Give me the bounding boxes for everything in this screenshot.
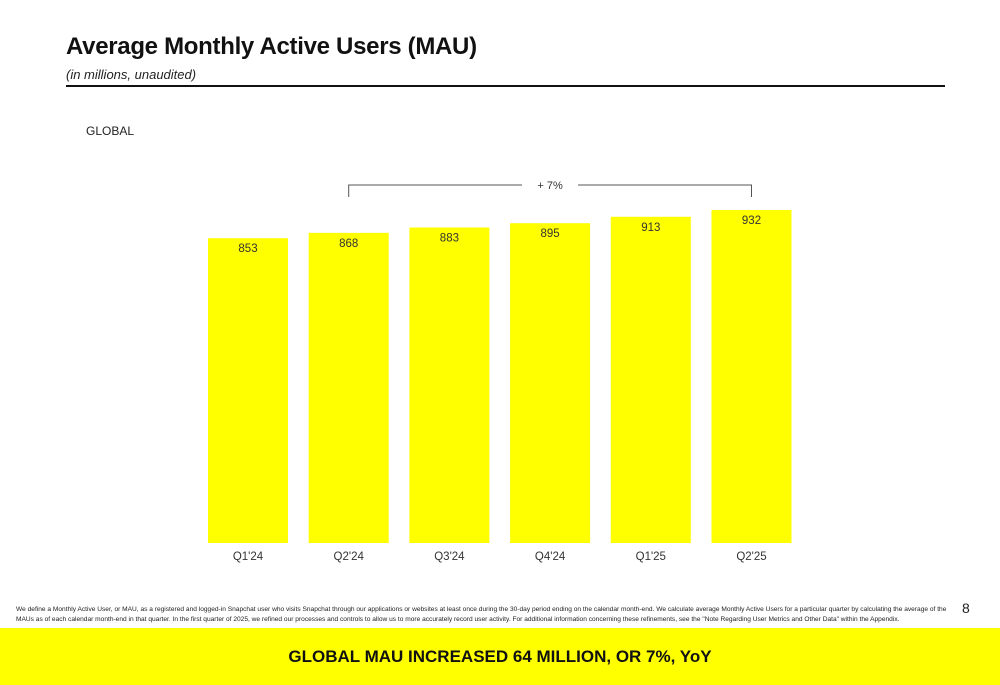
summary-banner-text: GLOBAL MAU INCREASED 64 MILLION, OR 7%, … xyxy=(288,646,712,666)
footnote: We define a Monthly Active User, or MAU,… xyxy=(16,606,947,623)
x-tick-label: Q1'24 xyxy=(233,551,264,563)
growth-annotation: + 7% xyxy=(537,180,563,192)
x-tick-label: Q1'25 xyxy=(636,551,666,563)
data-label: 895 xyxy=(541,228,560,240)
bar xyxy=(208,238,288,544)
page-number: 8 xyxy=(962,600,970,616)
data-label: 868 xyxy=(339,238,358,250)
title-divider xyxy=(66,85,945,87)
bracket-right xyxy=(578,184,752,197)
data-label: 853 xyxy=(238,243,257,255)
bar xyxy=(308,232,389,544)
x-tick-label: Q2'24 xyxy=(334,551,365,563)
page-title: Average Monthly Active Users (MAU) xyxy=(66,33,477,60)
data-label: 913 xyxy=(641,222,660,234)
bar xyxy=(711,210,792,543)
mau-bar-chart: 853 Q1'24 868 Q2'24 883 Q3'24 895 Q4'24 913 Q1'25… xyxy=(208,180,792,563)
x-tick-label: Q3'24 xyxy=(434,551,465,563)
x-tick-label: Q4'24 xyxy=(535,551,566,563)
data-label: 932 xyxy=(742,215,761,227)
segment-label: GLOBAL xyxy=(86,124,135,138)
bar xyxy=(409,227,490,543)
bar xyxy=(510,223,591,543)
bracket-left xyxy=(348,184,523,197)
x-tick-label: Q2'25 xyxy=(736,551,766,563)
page-subtitle: (in millions, unaudited) xyxy=(66,67,197,82)
bar xyxy=(610,216,691,543)
summary-banner: GLOBAL MAU INCREASED 64 MILLION, OR 7%, … xyxy=(0,628,1000,685)
data-label: 883 xyxy=(440,233,459,245)
